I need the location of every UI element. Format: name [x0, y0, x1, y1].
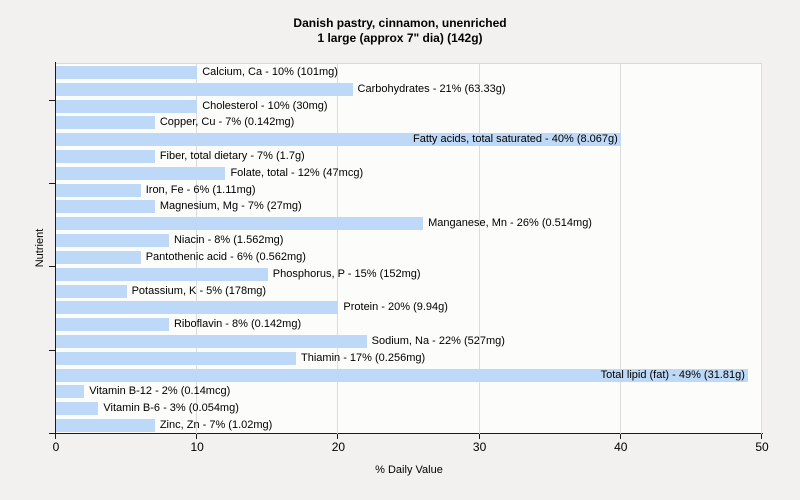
nutrient-label: Pantothenic acid - 6% (0.562mg) — [145, 250, 306, 263]
nutrient-label: Protein - 20% (9.94g) — [343, 301, 448, 314]
nutrient-bar — [56, 133, 621, 147]
y-tick — [49, 349, 56, 351]
x-tick — [619, 434, 621, 439]
gridline-x-20 — [337, 64, 339, 434]
y-tick — [49, 266, 56, 268]
nutrient-label: Folate, total - 12% (47mcg) — [230, 166, 364, 179]
chart-subtitle: 1 large (approx 7" dia) (142g) — [317, 31, 483, 45]
x-axis-title: % Daily Value — [375, 464, 443, 476]
nutrient-label: Carbohydrates - 21% (63.33g) — [357, 82, 506, 95]
nutrient-bar — [56, 267, 268, 281]
x-tick — [761, 434, 762, 439]
x-tick — [55, 434, 56, 439]
nutrient-label: Magnesium, Mg - 7% (27mg) — [159, 200, 302, 213]
nutrient-bar — [56, 284, 127, 298]
nutrient-label: Niacin - 8% (1.562mg) — [173, 234, 284, 247]
gridline-x-10 — [196, 64, 198, 434]
x-tick-label: 0 — [52, 440, 60, 454]
nutrient-bar — [56, 200, 155, 214]
nutrient-label: Fatty acids, total saturated - 40% (8.06… — [412, 133, 618, 146]
x-tick-label: 30 — [472, 440, 487, 454]
nutrient-bar — [56, 234, 169, 248]
gridline-x-40 — [619, 64, 621, 434]
nutrient-bar — [56, 250, 141, 264]
x-tick — [337, 434, 339, 439]
nutrient-bar — [56, 116, 155, 130]
chart-title: Danish pastry, cinnamon, unenriched — [293, 16, 507, 30]
plot-area: Calcium, Ca - 10% (101mg) Carbohydrates -… — [56, 63, 762, 434]
nutrient-bar — [56, 318, 169, 332]
nutrient-label: Fiber, total dietary - 7% (1.7g) — [159, 150, 305, 162]
nutrient-label: Sodium, Na - 22% (527mg) — [371, 335, 505, 347]
nutrient-label: Cholesterol - 10% (30mg) — [202, 99, 328, 112]
nutrient-label: Copper, Cu - 7% (0.142mg) — [159, 116, 295, 129]
nutrient-bar — [56, 368, 748, 382]
nutrient-label: Thiamin - 17% (0.256mg) — [301, 351, 426, 364]
y-tick — [49, 433, 56, 434]
y-axis-line — [55, 62, 56, 433]
nutrient-bar — [56, 150, 155, 163]
nutrient-bar — [56, 183, 141, 197]
gridline-x-30 — [478, 64, 480, 434]
y-tick — [49, 99, 56, 101]
nutrient-bar — [56, 335, 367, 348]
nutrient-bar — [56, 99, 198, 113]
x-tick-label: 10 — [190, 440, 204, 454]
nutrient-label: Iron, Fe - 6% (1.11mg) — [145, 183, 256, 196]
nutrient-label: Vitamin B-12 - 2% (0.14mcg) — [89, 385, 231, 398]
nutrient-bar — [56, 301, 339, 315]
x-tick-label: 40 — [614, 440, 628, 454]
nutrient-bar — [56, 419, 155, 433]
nutrient-label: Vitamin B-6 - 3% (0.054mg) — [103, 402, 239, 415]
nutrient-label: Total lipid (fat) - 49% (31.81g) — [600, 368, 745, 381]
nutrient-label: Potassium, K - 5% (178mg) — [131, 284, 267, 297]
nutrient-label: Riboflavin - 8% (0.142mg) — [173, 318, 302, 331]
y-tick — [49, 183, 56, 184]
nutrient-bar — [56, 217, 424, 231]
gridline-x-50 — [761, 64, 762, 434]
nutrient-bar — [56, 402, 99, 416]
nutrient-label: Zinc, Zn - 7% (1.02mg) — [159, 419, 273, 432]
x-tick-label: 20 — [331, 440, 346, 454]
nutrient-label: Phosphorus, P - 15% (152mg) — [272, 267, 421, 280]
nutrient-bar — [56, 351, 297, 365]
nutrient-bar — [56, 166, 226, 180]
nutrient-bar — [56, 385, 85, 399]
x-tick — [478, 434, 480, 439]
x-tick — [196, 434, 198, 439]
y-axis-title: Nutrient — [34, 228, 46, 268]
x-tick-label: 50 — [755, 440, 769, 454]
nutrient-label: Manganese, Mn - 26% (0.514mg) — [428, 217, 592, 230]
nutrient-label: Calcium, Ca - 10% (101mg) — [202, 65, 338, 78]
nutrient-bar — [56, 82, 353, 96]
x-axis-line — [49, 433, 763, 434]
nutrient-bar — [56, 65, 198, 79]
